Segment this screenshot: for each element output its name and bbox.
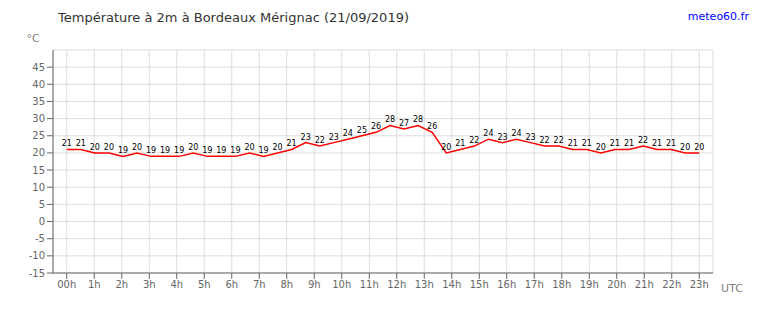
svg-text:20: 20 bbox=[680, 143, 690, 152]
svg-text:5: 5 bbox=[39, 199, 45, 210]
svg-text:9h: 9h bbox=[308, 279, 321, 290]
svg-text:21: 21 bbox=[610, 139, 620, 148]
svg-text:20: 20 bbox=[90, 143, 100, 152]
svg-text:19: 19 bbox=[146, 146, 156, 155]
html-text:Température à 2m à Bordeaux Mé: Température à 2m à Bordeaux Mérignac (21… bbox=[58, 10, 409, 25]
svg-text:23: 23 bbox=[301, 133, 311, 142]
svg-text:30: 30 bbox=[32, 113, 45, 124]
svg-text:24: 24 bbox=[343, 129, 353, 138]
svg-text:20: 20 bbox=[244, 143, 254, 152]
svg-text:22h: 22h bbox=[662, 279, 681, 290]
svg-text:2h: 2h bbox=[115, 279, 128, 290]
svg-text:19: 19 bbox=[202, 146, 212, 155]
svg-text:°C: °C bbox=[26, 32, 40, 45]
svg-text:28: 28 bbox=[385, 115, 395, 124]
svg-text:6h: 6h bbox=[225, 279, 238, 290]
svg-text:-5: -5 bbox=[35, 233, 45, 244]
svg-text:1h: 1h bbox=[88, 279, 101, 290]
svg-text:5h: 5h bbox=[198, 279, 211, 290]
svg-text:0: 0 bbox=[39, 216, 45, 227]
svg-text:25: 25 bbox=[32, 130, 45, 141]
svg-text:12h: 12h bbox=[387, 279, 406, 290]
svg-text:15h: 15h bbox=[470, 279, 489, 290]
svg-text:21: 21 bbox=[76, 139, 86, 148]
svg-text:26: 26 bbox=[371, 122, 381, 131]
svg-text:7h: 7h bbox=[253, 279, 266, 290]
svg-text:-15: -15 bbox=[29, 268, 45, 279]
svg-text:13h: 13h bbox=[415, 279, 434, 290]
svg-text:19: 19 bbox=[118, 146, 128, 155]
svg-text:22: 22 bbox=[638, 136, 648, 145]
svg-text:14h: 14h bbox=[442, 279, 461, 290]
svg-text:20: 20 bbox=[441, 143, 451, 152]
svg-text:4h: 4h bbox=[170, 279, 183, 290]
svg-text:27: 27 bbox=[399, 119, 409, 128]
svg-text:22: 22 bbox=[554, 136, 564, 145]
svg-text:20: 20 bbox=[188, 143, 198, 152]
svg-text:23: 23 bbox=[329, 133, 339, 142]
svg-text:20: 20 bbox=[272, 143, 282, 152]
html-text:meteo60.fr: meteo60.fr bbox=[687, 10, 749, 23]
svg-text:00h: 00h bbox=[57, 279, 76, 290]
svg-text:8h: 8h bbox=[280, 279, 293, 290]
svg-text:UTC: UTC bbox=[721, 282, 743, 295]
svg-text:19: 19 bbox=[174, 146, 184, 155]
svg-text:22: 22 bbox=[469, 136, 479, 145]
svg-text:20: 20 bbox=[32, 147, 45, 158]
svg-text:40: 40 bbox=[32, 79, 45, 90]
svg-text:20: 20 bbox=[694, 143, 704, 152]
svg-text:23: 23 bbox=[497, 133, 507, 142]
svg-text:21: 21 bbox=[568, 139, 578, 148]
svg-text:24: 24 bbox=[483, 129, 493, 138]
svg-text:23: 23 bbox=[525, 133, 535, 142]
svg-text:22: 22 bbox=[540, 136, 550, 145]
svg-text:21: 21 bbox=[62, 139, 72, 148]
svg-text:20: 20 bbox=[132, 143, 142, 152]
svg-text:20h: 20h bbox=[607, 279, 626, 290]
svg-text:19: 19 bbox=[258, 146, 268, 155]
svg-text:26: 26 bbox=[427, 122, 437, 131]
svg-text:21h: 21h bbox=[635, 279, 654, 290]
svg-text:28: 28 bbox=[413, 115, 423, 124]
svg-text:10: 10 bbox=[32, 182, 45, 193]
svg-text:20: 20 bbox=[104, 143, 114, 152]
svg-text:19: 19 bbox=[230, 146, 240, 155]
svg-text:21: 21 bbox=[652, 139, 662, 148]
svg-text:21: 21 bbox=[582, 139, 592, 148]
svg-text:18h: 18h bbox=[552, 279, 571, 290]
svg-text:21: 21 bbox=[455, 139, 465, 148]
svg-text:21: 21 bbox=[624, 139, 634, 148]
svg-text:22: 22 bbox=[315, 136, 325, 145]
svg-text:23h: 23h bbox=[690, 279, 709, 290]
svg-text:25: 25 bbox=[357, 126, 367, 135]
svg-text:35: 35 bbox=[32, 96, 45, 107]
svg-text:24: 24 bbox=[511, 129, 521, 138]
svg-text:19h: 19h bbox=[580, 279, 599, 290]
svg-text:3h: 3h bbox=[143, 279, 156, 290]
svg-text:15: 15 bbox=[32, 165, 45, 176]
svg-text:17h: 17h bbox=[525, 279, 544, 290]
svg-text:16h: 16h bbox=[497, 279, 516, 290]
svg-text:19: 19 bbox=[216, 146, 226, 155]
svg-text:19: 19 bbox=[160, 146, 170, 155]
svg-text:21: 21 bbox=[666, 139, 676, 148]
svg-text:45: 45 bbox=[32, 62, 45, 73]
svg-text:21: 21 bbox=[287, 139, 297, 148]
svg-text:10h: 10h bbox=[332, 279, 351, 290]
svg-text:20: 20 bbox=[596, 143, 606, 152]
svg-text:-10: -10 bbox=[29, 250, 45, 261]
svg-text:11h: 11h bbox=[360, 279, 379, 290]
